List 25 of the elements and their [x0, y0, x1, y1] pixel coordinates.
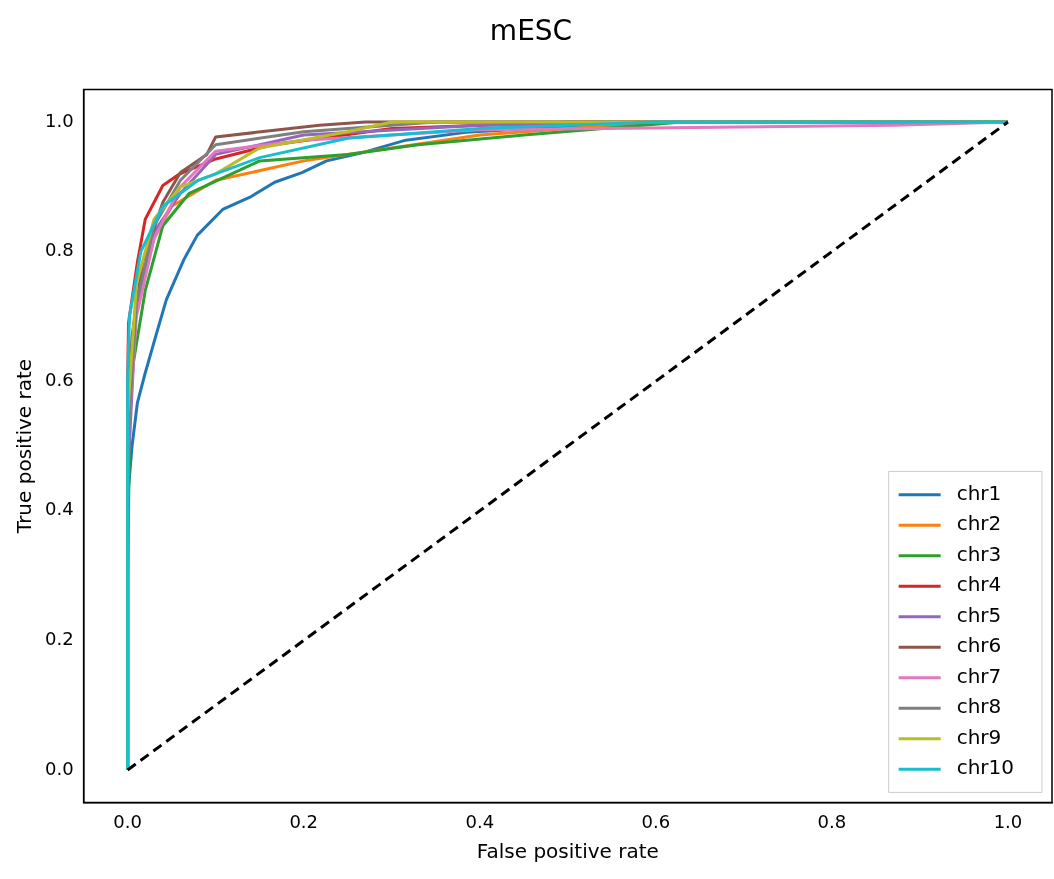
y-tick-label: 0.6	[44, 368, 74, 390]
legend-label: chr6	[956, 633, 1002, 658]
y-tick-label: 0.0	[44, 757, 74, 779]
x-tick-label: 1.0	[993, 810, 1023, 832]
y-axis-title: True positive rate	[12, 358, 37, 535]
legend-label: chr1	[956, 480, 1002, 505]
y-tick-label: 0.4	[44, 498, 74, 520]
legend-label: chr3	[956, 541, 1002, 566]
x-tick-label: 0.2	[289, 810, 319, 832]
x-tick-label: 0.0	[113, 810, 142, 832]
legend-label: chr2	[956, 511, 1002, 536]
x-tick-label: 0.6	[641, 810, 671, 832]
chart-title: mESC	[489, 14, 573, 48]
legend-label: chr7	[956, 663, 1002, 688]
legend-label: chr5	[956, 602, 1002, 627]
legend-label: chr10	[956, 755, 1014, 780]
x-tick-label: 0.4	[465, 810, 495, 832]
x-tick-label: 0.8	[817, 810, 847, 832]
y-tick-label: 0.8	[44, 239, 74, 261]
legend-label: chr8	[956, 694, 1002, 719]
legend-label: chr9	[956, 724, 1002, 749]
legend-label: chr4	[956, 572, 1002, 597]
x-axis-title: False positive rate	[476, 839, 659, 864]
y-tick-label: 1.0	[44, 109, 74, 131]
y-tick-label: 0.2	[44, 628, 74, 650]
